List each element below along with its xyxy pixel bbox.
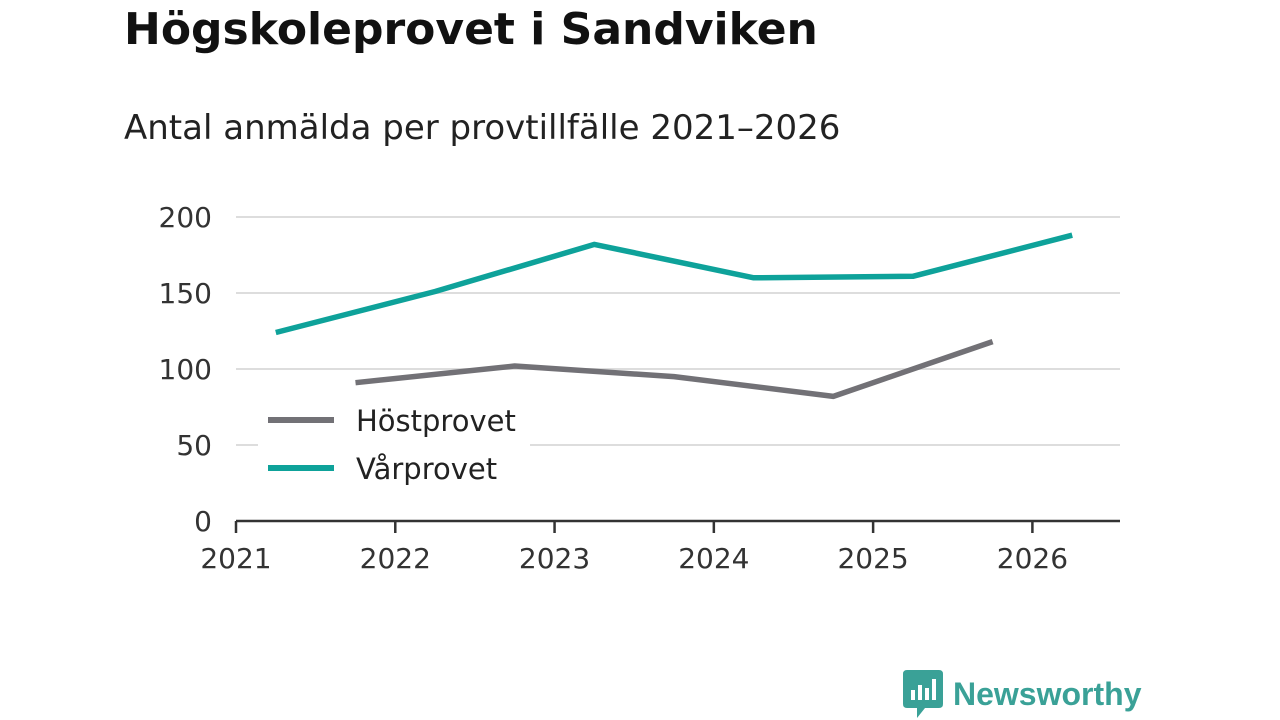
x-tick-label: 2022 (360, 542, 431, 575)
x-tick-label: 2021 (200, 542, 271, 575)
y-tick-label: 50 (176, 429, 212, 462)
chart-subtitle: Antal anmälda per provtillfälle 2021–202… (124, 108, 841, 148)
series-line-varprovet (275, 232, 1073, 336)
brand-name: Newsworthy (953, 675, 1142, 712)
bar-chart-bubble-icon (903, 670, 943, 718)
y-tick-label: 200 (159, 201, 212, 234)
x-tick-label: 2024 (678, 542, 749, 575)
y-tick-label: 100 (159, 353, 212, 386)
legend-background (258, 398, 530, 490)
legend-label: Höstprovet (356, 404, 516, 438)
x-tick-label: 2025 (837, 542, 908, 575)
legend-label: Vårprovet (356, 452, 497, 486)
line-chart: 0 50 100 150 200 2021 2022 2023 2024 2025 2026 Höst… (159, 201, 1120, 575)
chart-title: Högskoleprovet i Sandviken (124, 4, 818, 55)
brand-logo: Newsworthy (903, 670, 1141, 718)
x-tick-label: 2026 (997, 542, 1068, 575)
x-tick-label: 2023 (519, 542, 590, 575)
y-tick-label: 0 (194, 505, 212, 538)
y-tick-label: 150 (159, 277, 212, 310)
